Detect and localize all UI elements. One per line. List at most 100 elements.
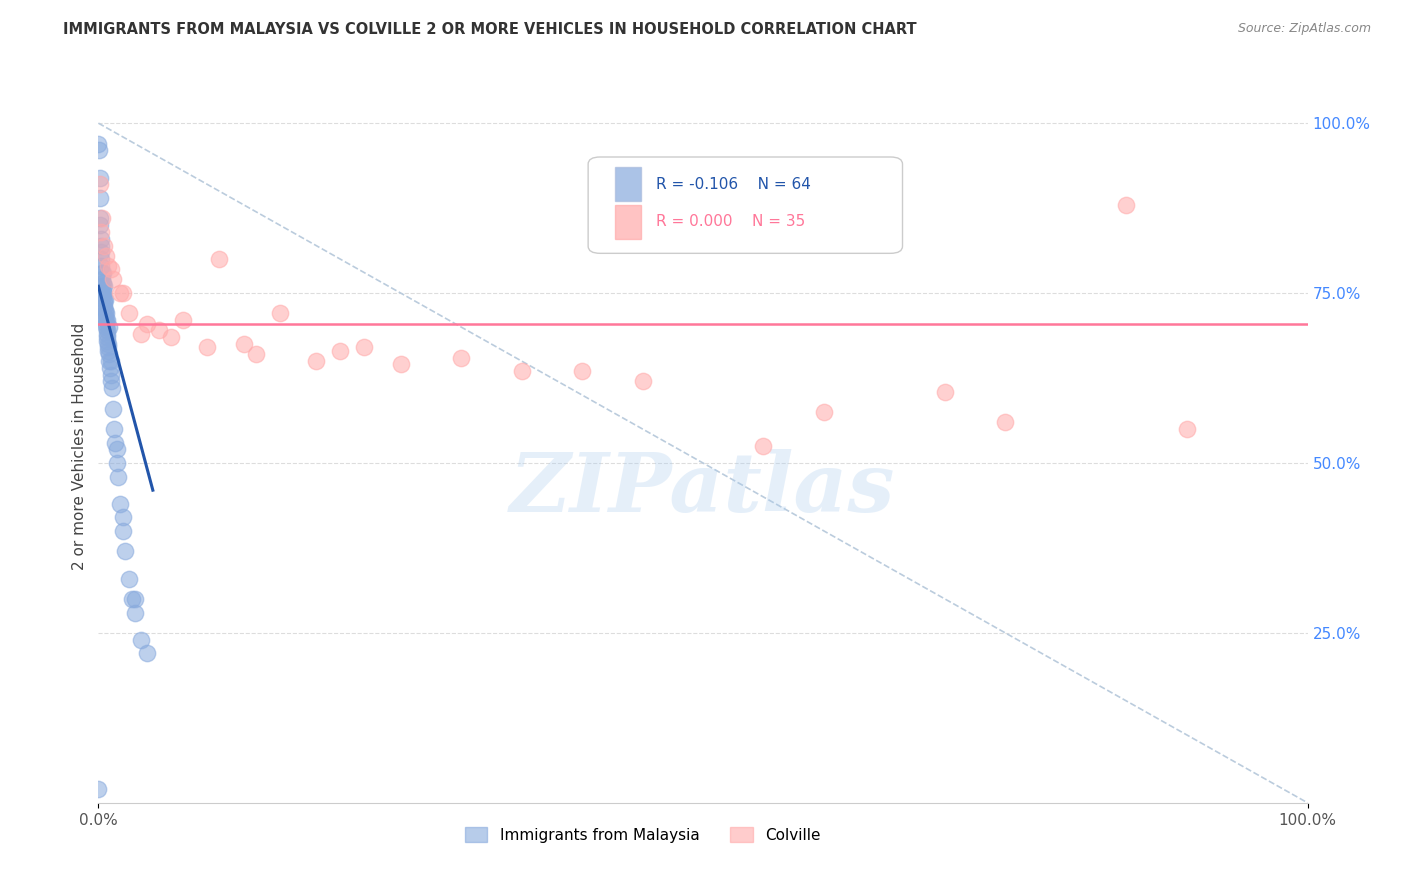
Point bbox=[93, 279, 115, 293]
Point bbox=[1115, 198, 1137, 212]
Point bbox=[87, 144, 110, 158]
Point bbox=[103, 422, 125, 436]
Point bbox=[172, 313, 194, 327]
Point bbox=[89, 178, 111, 192]
Point bbox=[389, 358, 412, 372]
Point bbox=[89, 191, 111, 205]
Point bbox=[100, 262, 122, 277]
Point bbox=[100, 368, 122, 382]
Point bbox=[129, 632, 152, 647]
Point bbox=[148, 323, 170, 337]
Point bbox=[195, 341, 218, 355]
Point bbox=[97, 337, 120, 351]
Point bbox=[100, 354, 122, 368]
Point bbox=[90, 259, 112, 273]
Point bbox=[752, 439, 775, 453]
Point bbox=[96, 330, 118, 344]
Point bbox=[994, 415, 1017, 429]
Point bbox=[87, 782, 110, 797]
Point bbox=[108, 497, 131, 511]
Point bbox=[105, 456, 128, 470]
Point bbox=[101, 401, 124, 416]
Point bbox=[94, 306, 117, 320]
Point bbox=[94, 313, 117, 327]
Point bbox=[631, 375, 654, 389]
Text: R = -0.106    N = 64: R = -0.106 N = 64 bbox=[655, 177, 811, 192]
Point bbox=[111, 510, 134, 524]
Point bbox=[114, 544, 136, 558]
Point bbox=[107, 469, 129, 483]
Text: Source: ZipAtlas.com: Source: ZipAtlas.com bbox=[1237, 22, 1371, 36]
Point bbox=[91, 286, 114, 301]
Point bbox=[91, 272, 114, 286]
Point bbox=[111, 524, 134, 538]
Y-axis label: 2 or more Vehicles in Household: 2 or more Vehicles in Household bbox=[72, 322, 87, 570]
Point bbox=[93, 296, 115, 310]
Point bbox=[571, 364, 593, 378]
Point bbox=[91, 266, 114, 280]
Point bbox=[135, 317, 157, 331]
Point bbox=[934, 384, 956, 399]
Point bbox=[129, 326, 152, 341]
Point bbox=[87, 136, 110, 151]
Point bbox=[90, 238, 112, 252]
Point bbox=[96, 323, 118, 337]
Point bbox=[91, 279, 114, 293]
Point bbox=[90, 266, 112, 280]
Point bbox=[91, 211, 114, 226]
Point bbox=[91, 283, 114, 297]
Point bbox=[124, 591, 146, 606]
Point bbox=[101, 272, 124, 286]
Point bbox=[93, 300, 115, 314]
Point bbox=[353, 341, 375, 355]
Point bbox=[90, 225, 112, 239]
Text: R = 0.000    N = 35: R = 0.000 N = 35 bbox=[655, 214, 806, 228]
Point bbox=[98, 360, 121, 375]
Point bbox=[121, 591, 143, 606]
Point bbox=[96, 306, 118, 320]
Point bbox=[111, 286, 134, 301]
Point bbox=[96, 320, 118, 334]
Point bbox=[135, 646, 157, 660]
Point bbox=[329, 343, 352, 358]
Point bbox=[232, 337, 254, 351]
Point bbox=[160, 330, 183, 344]
Point bbox=[89, 218, 111, 232]
Point bbox=[97, 259, 120, 273]
Point bbox=[90, 245, 112, 260]
Point bbox=[90, 252, 112, 266]
Point bbox=[91, 276, 114, 290]
Point bbox=[97, 343, 120, 358]
FancyBboxPatch shape bbox=[588, 157, 903, 253]
Point bbox=[510, 364, 533, 378]
Point bbox=[305, 354, 328, 368]
Point bbox=[96, 313, 118, 327]
FancyBboxPatch shape bbox=[614, 167, 641, 202]
Point bbox=[450, 351, 472, 365]
Point bbox=[94, 317, 117, 331]
Point bbox=[97, 320, 120, 334]
Point bbox=[90, 232, 112, 246]
Point bbox=[94, 310, 117, 324]
Point bbox=[1175, 422, 1198, 436]
FancyBboxPatch shape bbox=[614, 205, 641, 239]
Point bbox=[93, 238, 115, 252]
Point bbox=[813, 405, 835, 419]
Point bbox=[94, 249, 117, 263]
Point bbox=[93, 289, 115, 303]
Point bbox=[96, 326, 118, 341]
Point bbox=[118, 306, 141, 320]
Point bbox=[93, 303, 115, 318]
Point bbox=[94, 293, 117, 307]
Text: IMMIGRANTS FROM MALAYSIA VS COLVILLE 2 OR MORE VEHICLES IN HOUSEHOLD CORRELATION: IMMIGRANTS FROM MALAYSIA VS COLVILLE 2 O… bbox=[63, 22, 917, 37]
Text: ZIPatlas: ZIPatlas bbox=[510, 449, 896, 529]
Point bbox=[105, 442, 128, 457]
Point bbox=[100, 381, 122, 395]
Legend: Immigrants from Malaysia, Colville: Immigrants from Malaysia, Colville bbox=[458, 821, 827, 848]
Point bbox=[118, 572, 141, 586]
Point bbox=[208, 252, 231, 266]
Point bbox=[245, 347, 267, 361]
Point bbox=[89, 170, 111, 185]
Point bbox=[97, 341, 120, 355]
Point bbox=[98, 354, 121, 368]
